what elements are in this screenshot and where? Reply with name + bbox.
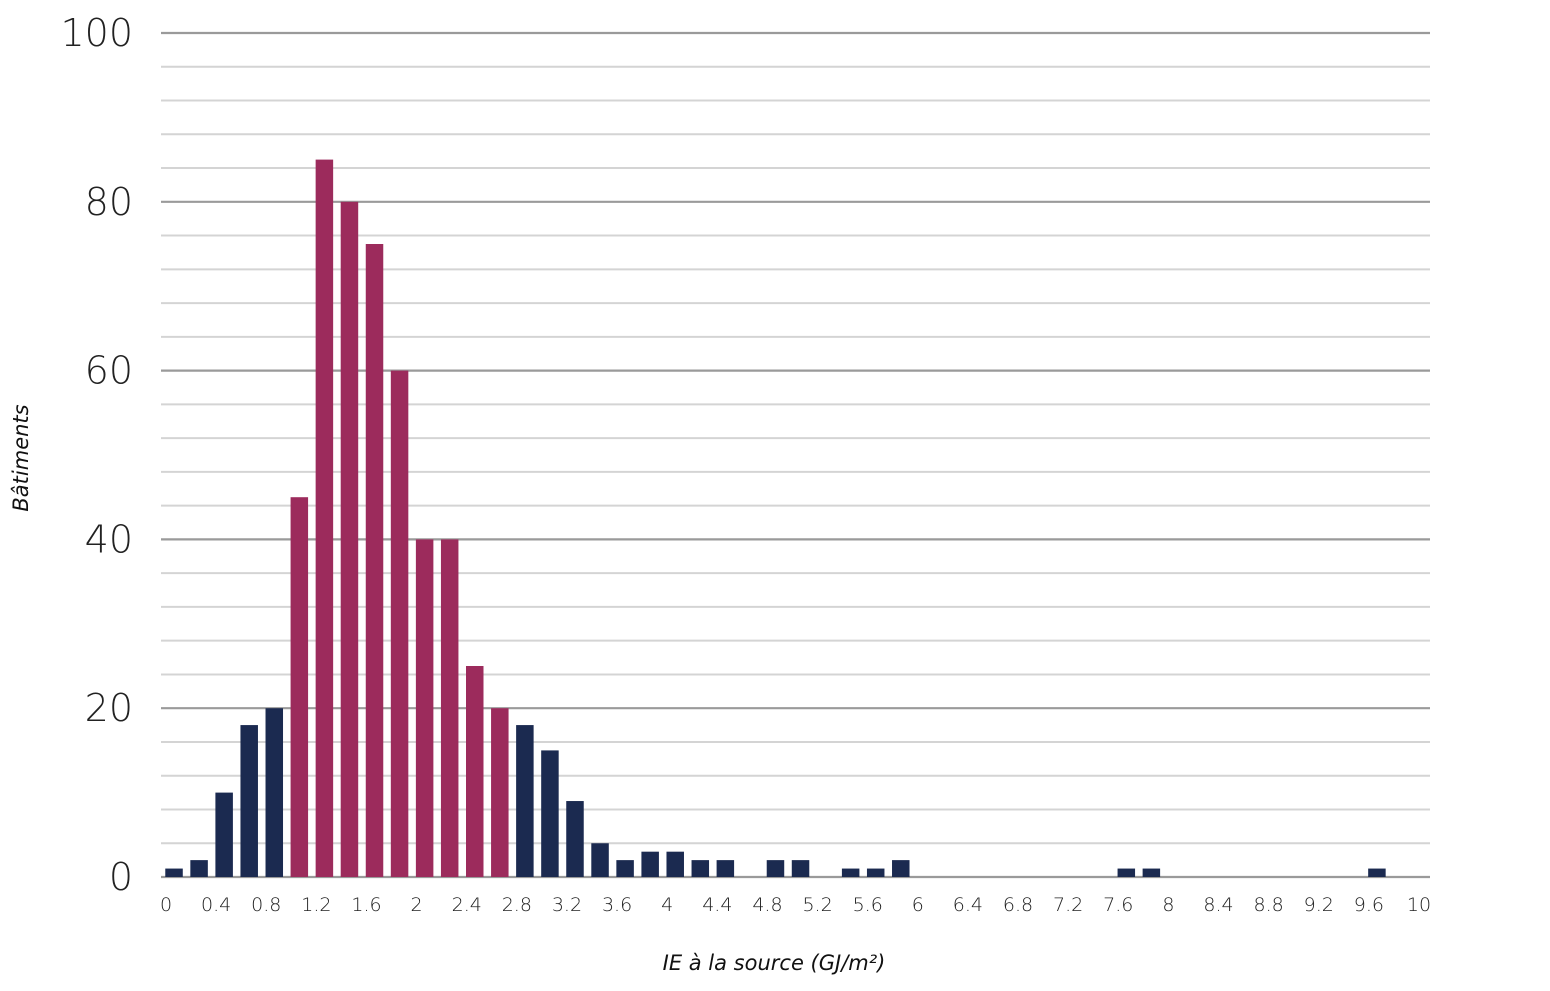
bar [691, 860, 710, 877]
bar [190, 860, 208, 877]
x-tick-label: 8.8 [1254, 894, 1284, 916]
bar [440, 539, 459, 877]
x-tick-label: 6.8 [1003, 894, 1033, 916]
bar [1117, 868, 1136, 877]
bar [666, 851, 684, 877]
x-axis-title: IE à la source (GJ/m²) [663, 951, 886, 975]
y-tick-label: 100 [60, 11, 133, 55]
x-tick-label: 3.6 [602, 894, 632, 916]
bar [265, 708, 284, 877]
bar [516, 725, 534, 877]
y-axis-ticks: 0 20 40 60 80 100 [60, 11, 133, 899]
bar [541, 750, 559, 877]
bar [892, 860, 910, 877]
bar [390, 370, 409, 877]
bar [841, 868, 860, 877]
bar [866, 868, 885, 877]
x-tick-label: 8.4 [1203, 894, 1233, 916]
bar [616, 860, 634, 877]
x-tick-label: 2.8 [502, 894, 532, 916]
x-tick-label: 0.8 [251, 894, 281, 916]
bar [466, 666, 484, 877]
bar [591, 843, 609, 877]
x-tick-label: 7.2 [1053, 894, 1083, 916]
bar [566, 801, 584, 877]
bar [340, 201, 359, 878]
bar [365, 244, 384, 877]
x-tick-label: 7.6 [1103, 894, 1133, 916]
x-tick-label: 4 [661, 894, 673, 916]
x-tick-label: 5.6 [853, 894, 883, 916]
x-tick-label: 1.6 [351, 894, 381, 916]
x-tick-label: 0 [160, 894, 172, 916]
x-tick-label: 4.4 [702, 894, 732, 916]
bar [1368, 868, 1386, 877]
bar [215, 792, 233, 877]
bar [716, 860, 735, 877]
bar [491, 708, 509, 877]
y-tick-label: 0 [109, 855, 133, 899]
x-tick-label: 1.2 [301, 894, 331, 916]
y-axis-title: Bâtiments [9, 404, 33, 511]
x-tick-label: 6 [912, 894, 924, 916]
x-tick-label: 8 [1162, 894, 1174, 916]
bars [165, 159, 1386, 878]
x-axis-ticks: 0 0.4 0.8 1.2 1.6 2 2.4 2.8 3.2 3.6 4 4.4 4.8 5.2 5.6 6… [160, 894, 1431, 916]
y-tick-label: 40 [85, 517, 133, 561]
x-tick-label: 5.2 [802, 894, 832, 916]
x-tick-label: 3.2 [552, 894, 582, 916]
bar [315, 159, 334, 878]
x-tick-label: 0.4 [201, 894, 231, 916]
y-tick-label: 60 [85, 349, 133, 393]
bar [641, 851, 659, 877]
bar [415, 539, 434, 877]
x-tick-label: 9.2 [1304, 894, 1334, 916]
bar [165, 868, 183, 877]
x-tick-label: 2.4 [452, 894, 482, 916]
y-tick-label: 20 [85, 686, 133, 730]
x-tick-label: 2 [411, 894, 423, 916]
x-tick-label: 10 [1407, 894, 1431, 916]
x-tick-label: 4.8 [752, 894, 782, 916]
x-tick-label: 9.6 [1354, 894, 1384, 916]
bar [791, 860, 810, 877]
bar [290, 497, 309, 877]
bar [766, 860, 785, 877]
bar [240, 725, 258, 877]
x-tick-label: 6.4 [953, 894, 983, 916]
y-tick-label: 80 [85, 180, 133, 224]
bar [1142, 868, 1161, 877]
